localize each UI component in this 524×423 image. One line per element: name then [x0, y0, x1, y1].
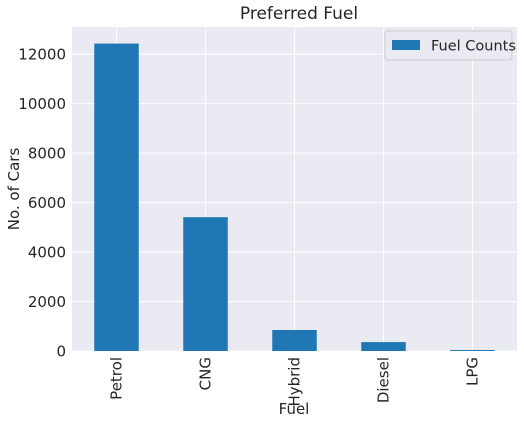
bars [94, 43, 495, 352]
y-axis-ticks: 0 2000 4000 6000 8000 10000 12000 [18, 46, 66, 361]
x-axis-title: Fuel [279, 400, 310, 418]
bar-cng [183, 217, 228, 351]
legend: Fuel Counts [384, 30, 516, 61]
legend-label: Fuel Counts [431, 39, 516, 55]
y-tick-label: 10000 [18, 95, 66, 113]
bar-hybrid [272, 329, 317, 351]
chart-title: Preferred Fuel [240, 4, 358, 24]
x-tick-label: Petrol [108, 357, 126, 400]
x-tick-label: Hybrid [286, 357, 304, 407]
y-tick-label: 12000 [18, 46, 66, 64]
legend-swatch [392, 40, 420, 50]
y-tick-label: 6000 [28, 194, 66, 212]
bar-diesel [361, 342, 406, 351]
y-tick-label: 8000 [28, 145, 66, 163]
bar-petrol [94, 43, 139, 352]
y-tick-label: 2000 [28, 293, 66, 311]
bar-lpg [450, 350, 495, 351]
x-tick-label: CNG [197, 357, 215, 390]
legend-box [384, 30, 513, 61]
x-tick-label: Diesel [375, 357, 393, 403]
y-tick-label: 4000 [28, 244, 66, 262]
y-tick-label: 0 [56, 343, 66, 361]
y-axis-title: No. of Cars [5, 148, 23, 231]
x-axis-ticks: Petrol CNG Hybrid Diesel LPG [108, 357, 482, 407]
x-tick-label: LPG [464, 357, 482, 386]
